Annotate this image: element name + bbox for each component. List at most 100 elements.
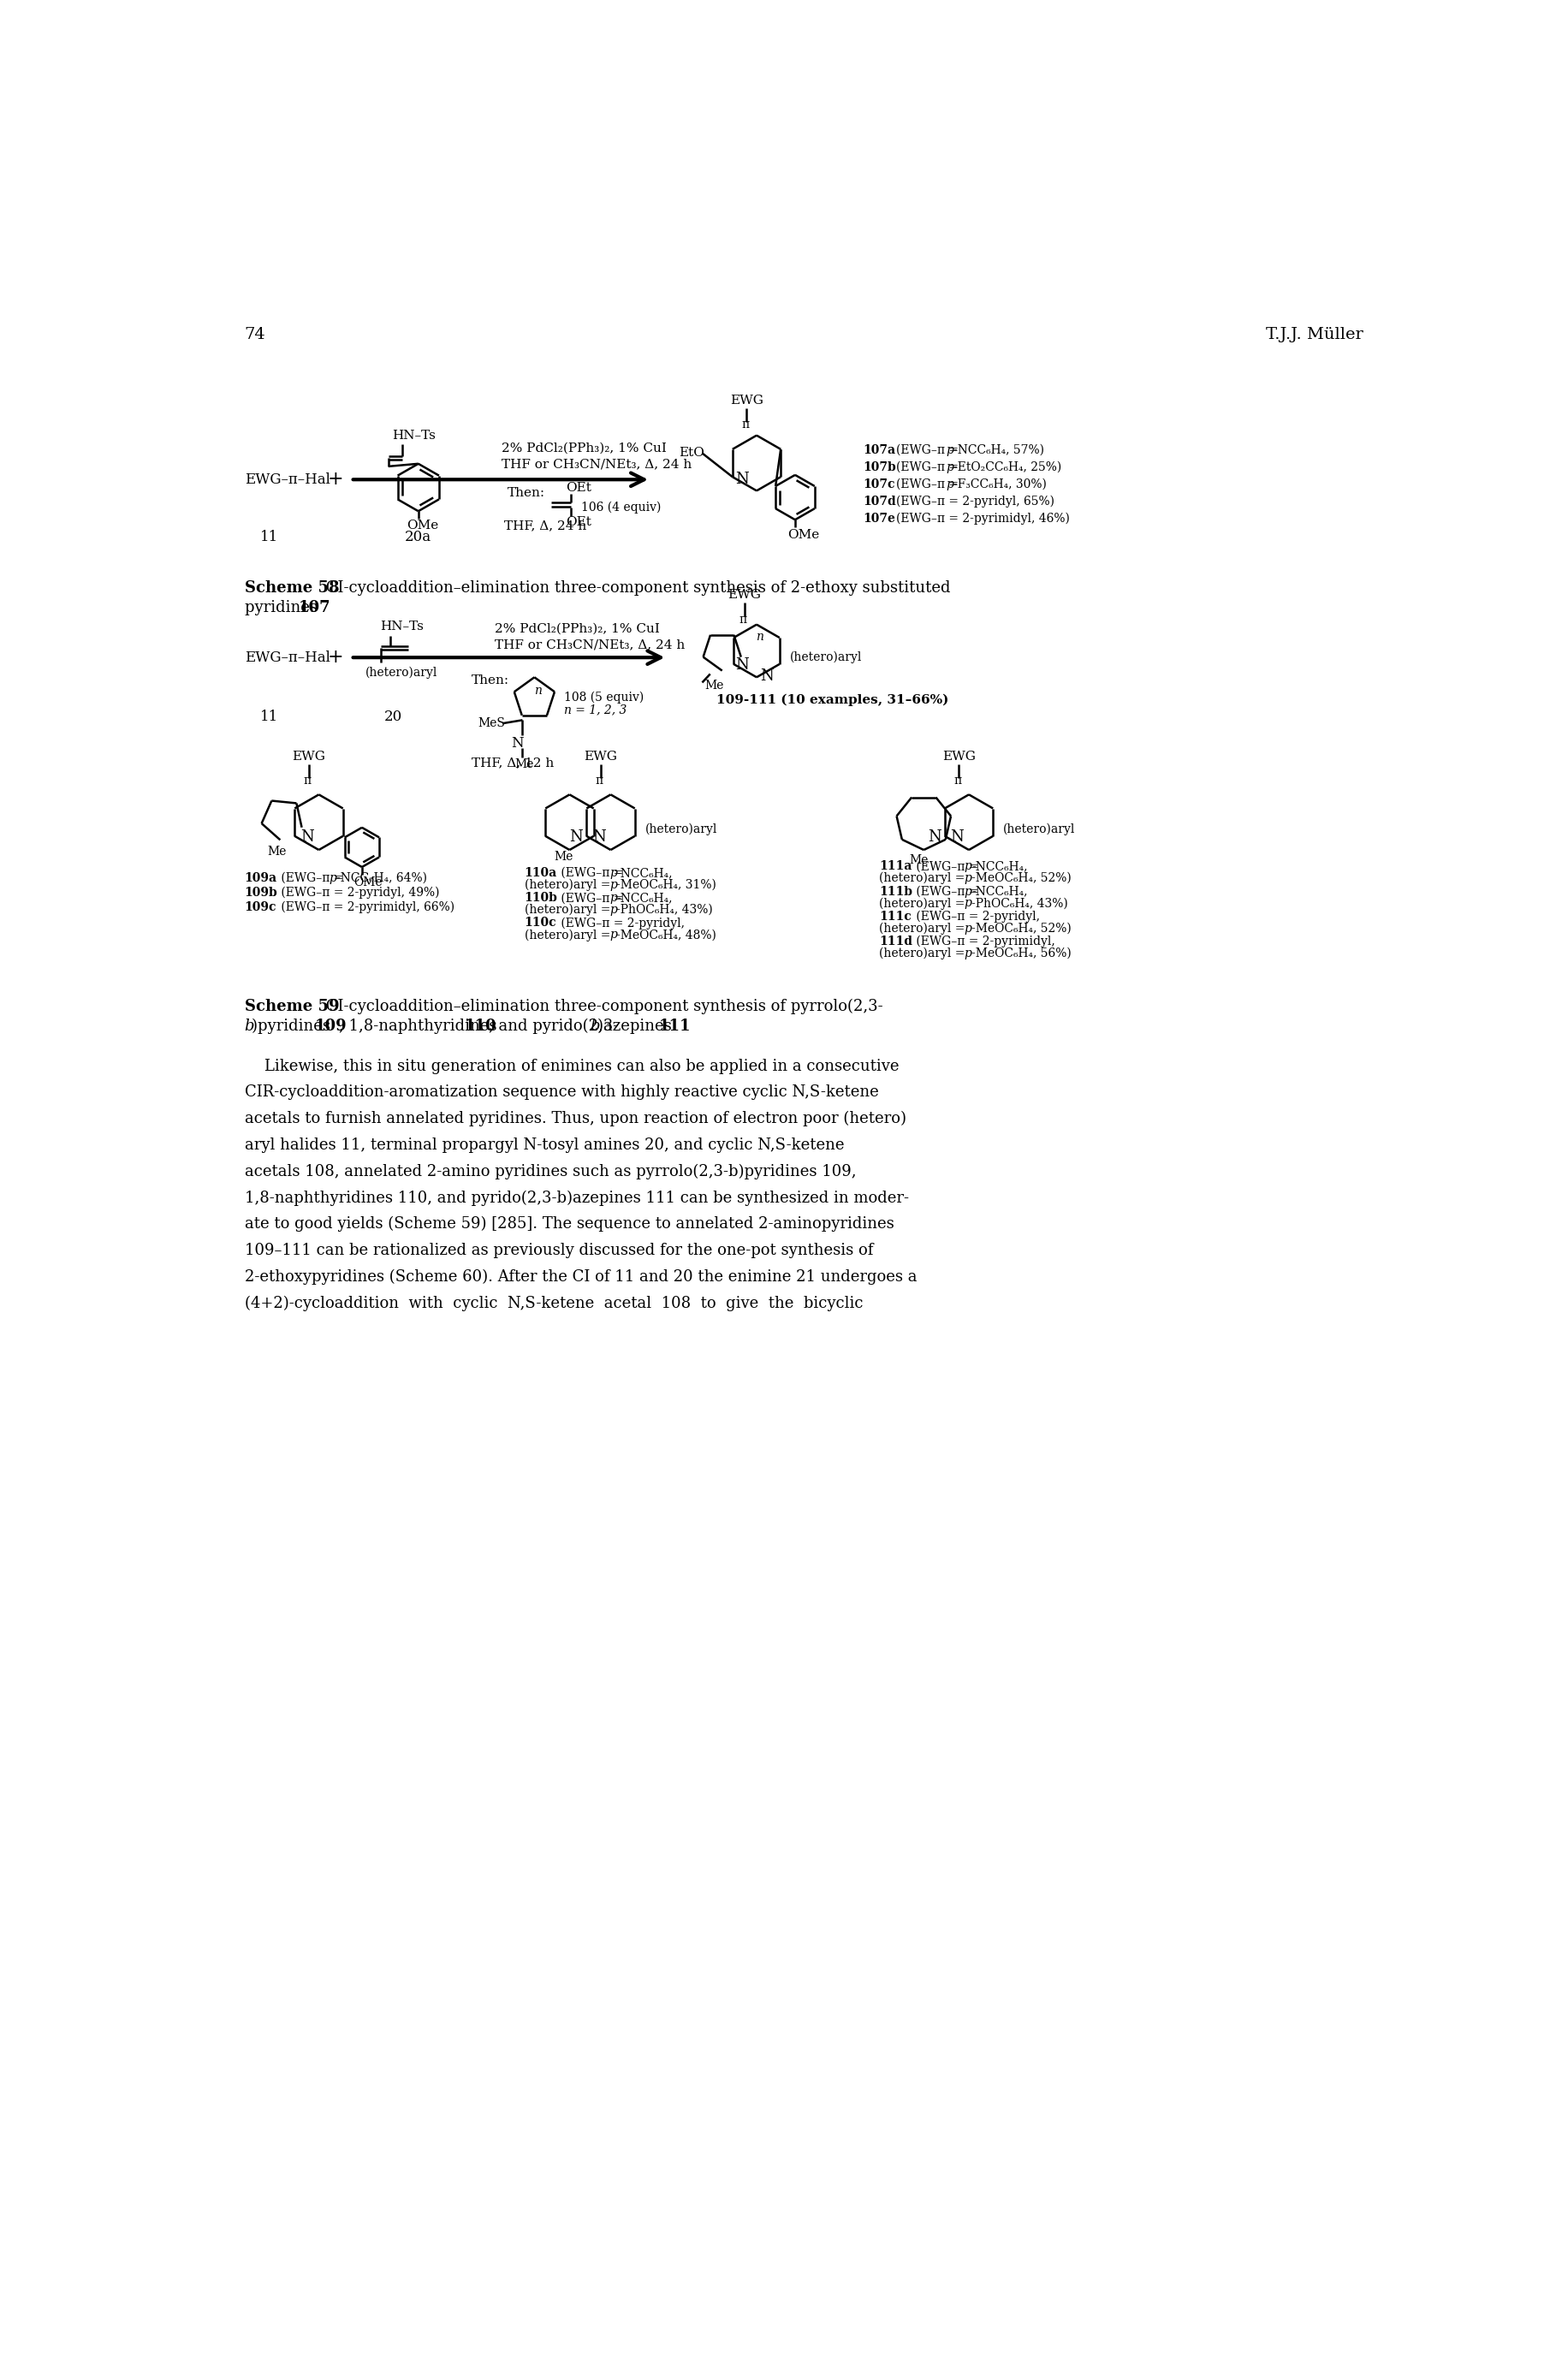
- Text: p: p: [329, 872, 337, 884]
- Text: (EWG–π = 2-pyridyl,: (EWG–π = 2-pyridyl,: [557, 917, 685, 929]
- Text: π: π: [596, 775, 604, 786]
- Text: 74: 74: [245, 328, 265, 342]
- Text: (EWG–π = 2-pyridyl, 65%): (EWG–π = 2-pyridyl, 65%): [895, 494, 1054, 508]
- Text: 109: 109: [315, 1019, 347, 1034]
- Text: N: N: [591, 829, 605, 843]
- Text: 1,8-naphthyridines 110, and pyrido(2,3-b)azepines 111 can be synthesized in mode: 1,8-naphthyridines 110, and pyrido(2,3-b…: [245, 1190, 908, 1205]
- Text: π: π: [304, 775, 312, 786]
- Text: (EWG–π = 2-pyridyl, 49%): (EWG–π = 2-pyridyl, 49%): [278, 886, 439, 898]
- Text: -NCC₆H₄, 57%): -NCC₆H₄, 57%): [953, 444, 1044, 456]
- Text: (EWG–π = 2-pyrimidyl, 66%): (EWG–π = 2-pyrimidyl, 66%): [278, 901, 455, 912]
- Text: 109b: 109b: [245, 886, 278, 898]
- Text: Scheme 59: Scheme 59: [245, 998, 339, 1015]
- Text: -PhOC₆H₄, 43%): -PhOC₆H₄, 43%): [971, 898, 1068, 910]
- Text: EWG: EWG: [942, 751, 975, 763]
- Text: 109–111 can be rationalized as previously discussed for the one-pot synthesis of: 109–111 can be rationalized as previousl…: [245, 1243, 873, 1259]
- Text: (EWG–π =: (EWG–π =: [557, 867, 627, 879]
- Text: Then:: Then:: [470, 675, 510, 687]
- Text: (hetero)aryl =: (hetero)aryl =: [878, 922, 969, 934]
- Text: (hetero)aryl =: (hetero)aryl =: [524, 929, 613, 941]
- Text: CI-cycloaddition–elimination three-component synthesis of 2-ethoxy substituted: CI-cycloaddition–elimination three-compo…: [320, 580, 950, 596]
- Text: n = 1, 2, 3: n = 1, 2, 3: [564, 703, 627, 715]
- Text: +: +: [328, 649, 343, 668]
- Text: pyridines: pyridines: [245, 601, 321, 615]
- Text: Me: Me: [909, 855, 928, 867]
- Text: p: p: [608, 867, 616, 879]
- Text: N: N: [950, 829, 963, 843]
- Text: Me: Me: [704, 680, 723, 691]
- Text: -MeOC₆H₄, 48%): -MeOC₆H₄, 48%): [616, 929, 717, 941]
- Text: p: p: [946, 478, 953, 489]
- Text: -NCC₆H₄,: -NCC₆H₄,: [971, 860, 1027, 872]
- Text: N: N: [927, 829, 941, 843]
- Text: (hetero)aryl =: (hetero)aryl =: [878, 898, 969, 910]
- Text: p: p: [608, 891, 616, 903]
- Text: EWG: EWG: [292, 751, 326, 763]
- Text: (hetero)aryl: (hetero)aryl: [644, 822, 717, 834]
- Text: CI-cycloaddition–elimination three-component synthesis of pyrrolo(2,3-: CI-cycloaddition–elimination three-compo…: [320, 998, 883, 1015]
- Text: -F₃CC₆H₄, 30%): -F₃CC₆H₄, 30%): [953, 478, 1046, 489]
- Text: -PhOC₆H₄, 43%): -PhOC₆H₄, 43%): [616, 903, 713, 915]
- Text: Then:: Then:: [508, 487, 546, 499]
- Text: T.J.J. Müller: T.J.J. Müller: [1265, 328, 1363, 342]
- Text: +: +: [328, 470, 343, 489]
- Text: n: n: [756, 630, 764, 642]
- Text: HN–Ts: HN–Ts: [381, 620, 423, 632]
- Text: (EWG–π = 2-pyrimidyl, 46%): (EWG–π = 2-pyrimidyl, 46%): [895, 513, 1069, 525]
- Text: 111: 111: [659, 1019, 690, 1034]
- Text: (hetero)aryl =: (hetero)aryl =: [878, 872, 969, 884]
- Text: (hetero)aryl =: (hetero)aryl =: [878, 948, 969, 960]
- Text: EWG: EWG: [728, 589, 760, 601]
- Text: 20a: 20a: [405, 530, 431, 544]
- Text: EWG–π–Hal: EWG–π–Hal: [245, 473, 329, 487]
- Text: ate to good yields (Scheme 59) [285]. The sequence to annelated 2-aminopyridines: ate to good yields (Scheme 59) [285]. Th…: [245, 1217, 894, 1233]
- Text: OEt: OEt: [566, 482, 591, 494]
- Text: THF, Δ, 24 h: THF, Δ, 24 h: [505, 520, 586, 532]
- Text: 107b: 107b: [862, 461, 895, 473]
- Text: -NCC₆H₄,: -NCC₆H₄,: [971, 886, 1027, 898]
- Text: THF, Δ, 12 h: THF, Δ, 12 h: [470, 758, 554, 770]
- Text: N: N: [511, 737, 524, 751]
- Text: p: p: [608, 879, 616, 891]
- Text: Me: Me: [554, 851, 574, 862]
- Text: -MeOC₆H₄, 52%): -MeOC₆H₄, 52%): [971, 922, 1071, 934]
- Text: p: p: [964, 872, 971, 884]
- Text: (EWG–π =: (EWG–π =: [557, 891, 627, 903]
- Text: 110: 110: [464, 1019, 497, 1034]
- Text: 107d: 107d: [862, 494, 895, 508]
- Text: (EWG–π =: (EWG–π =: [895, 461, 961, 473]
- Text: p: p: [946, 444, 953, 456]
- Text: )pyridines: )pyridines: [252, 1019, 336, 1034]
- Text: p: p: [946, 461, 953, 473]
- Text: 109a: 109a: [245, 872, 278, 884]
- Text: (hetero)aryl =: (hetero)aryl =: [524, 879, 613, 891]
- Text: (4+2)-cycloaddition  with  cyclic  N,S-ketene  acetal  108  to  give  the  bicyc: (4+2)-cycloaddition with cyclic N,S-kete…: [245, 1295, 862, 1312]
- Text: Me: Me: [267, 846, 285, 858]
- Text: CIR-cycloaddition-aromatization sequence with highly reactive cyclic N,S-ketene: CIR-cycloaddition-aromatization sequence…: [245, 1086, 878, 1100]
- Text: THF or CH₃CN/NEt₃, Δ, 24 h: THF or CH₃CN/NEt₃, Δ, 24 h: [500, 459, 691, 470]
- Text: -MeOC₆H₄, 52%): -MeOC₆H₄, 52%): [971, 872, 1071, 884]
- Text: 107a: 107a: [862, 444, 895, 456]
- Text: π: π: [742, 418, 750, 430]
- Text: EtO: EtO: [679, 447, 704, 459]
- Text: 110c: 110c: [524, 917, 557, 929]
- Text: -NCC₆H₄,: -NCC₆H₄,: [616, 891, 673, 903]
- Text: OMe: OMe: [406, 520, 437, 532]
- Text: -NCC₆H₄, 64%): -NCC₆H₄, 64%): [337, 872, 426, 884]
- Text: 111d: 111d: [878, 936, 913, 948]
- Text: Me: Me: [514, 758, 533, 770]
- Text: b: b: [245, 1019, 254, 1034]
- Text: π: π: [953, 775, 961, 786]
- Text: N: N: [759, 668, 773, 684]
- Text: 11: 11: [260, 710, 278, 725]
- Text: 111b: 111b: [878, 886, 913, 898]
- Text: acetals 108, annelated 2-amino pyridines such as pyrrolo(2,3-b)pyridines 109,: acetals 108, annelated 2-amino pyridines…: [245, 1164, 856, 1178]
- Text: -NCC₆H₄,: -NCC₆H₄,: [616, 867, 673, 879]
- Text: aryl halides 11, terminal propargyl N-tosyl amines 20, and cyclic N,S-ketene: aryl halides 11, terminal propargyl N-to…: [245, 1138, 844, 1152]
- Text: -EtO₂CC₆H₄, 25%): -EtO₂CC₆H₄, 25%): [953, 461, 1062, 473]
- Text: p: p: [964, 948, 971, 960]
- Text: (hetero)aryl: (hetero)aryl: [789, 651, 861, 663]
- Text: p: p: [964, 886, 971, 898]
- Text: )azepines: )azepines: [597, 1019, 676, 1034]
- Text: OMe: OMe: [354, 877, 383, 889]
